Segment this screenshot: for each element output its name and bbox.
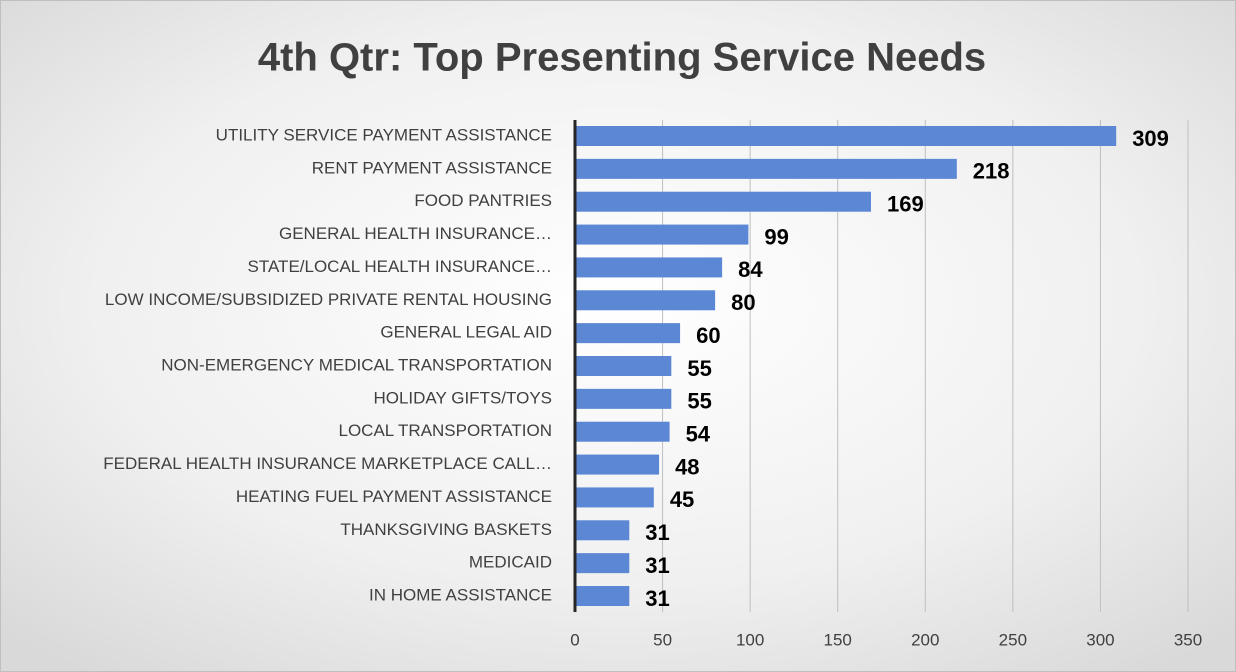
bar bbox=[575, 520, 630, 541]
bar bbox=[575, 421, 670, 442]
data-label: 31 bbox=[645, 586, 669, 611]
data-label: 55 bbox=[687, 389, 711, 414]
y-tick-label: MEDICAID bbox=[469, 553, 552, 572]
y-tick-label: IN HOME ASSISTANCE bbox=[369, 585, 552, 604]
data-label: 45 bbox=[670, 487, 694, 512]
y-tick-label: UTILITY SERVICE PAYMENT ASSISTANCE bbox=[216, 125, 552, 144]
x-tick-label: 50 bbox=[653, 630, 672, 649]
x-tick-label: 250 bbox=[999, 630, 1027, 649]
bar bbox=[575, 191, 871, 212]
y-tick-label: GENERAL LEGAL AID bbox=[380, 323, 552, 342]
data-label: 169 bbox=[887, 192, 924, 217]
data-label: 84 bbox=[738, 257, 763, 282]
data-label: 48 bbox=[675, 454, 699, 479]
y-tick-label: LOW INCOME/SUBSIDIZED PRIVATE RENTAL HOU… bbox=[105, 290, 552, 309]
bar bbox=[575, 224, 749, 245]
chart-title: 4th Qtr: Top Presenting Service Needs bbox=[258, 36, 986, 80]
data-label: 99 bbox=[764, 224, 788, 249]
data-label: 54 bbox=[686, 422, 711, 447]
y-tick-label: FOOD PANTRIES bbox=[414, 191, 552, 210]
data-label: 31 bbox=[645, 553, 669, 578]
bar bbox=[575, 586, 630, 606]
data-label: 309 bbox=[1132, 126, 1169, 151]
bar bbox=[575, 454, 660, 475]
data-label: 55 bbox=[687, 356, 711, 381]
bar bbox=[575, 323, 681, 344]
y-tick-label: STATE/LOCAL HEALTH INSURANCE… bbox=[248, 257, 552, 276]
x-tick-label: 200 bbox=[911, 630, 939, 649]
x-tick-label: 350 bbox=[1174, 630, 1202, 649]
data-label: 60 bbox=[696, 323, 720, 348]
data-label: 218 bbox=[973, 159, 1010, 184]
y-tick-label: FEDERAL HEALTH INSURANCE MARKETPLACE CAL… bbox=[103, 454, 552, 473]
y-tick-label: HOLIDAY GIFTS/TOYS bbox=[373, 388, 552, 407]
x-tick-label: 0 bbox=[570, 630, 579, 649]
bar bbox=[575, 126, 1117, 146]
bar bbox=[575, 356, 672, 376]
data-label: 80 bbox=[731, 290, 755, 315]
x-tick-label: 300 bbox=[1086, 630, 1114, 649]
x-tick-label: 150 bbox=[824, 630, 852, 649]
data-label: 31 bbox=[645, 520, 669, 545]
bar bbox=[575, 290, 716, 311]
bar bbox=[575, 257, 723, 278]
y-tick-label: RENT PAYMENT ASSISTANCE bbox=[312, 158, 552, 177]
bar bbox=[575, 487, 654, 508]
bar bbox=[575, 388, 672, 409]
x-tick-label: 100 bbox=[736, 630, 764, 649]
y-tick-label: NON-EMERGENCY MEDICAL TRANSPORTATION bbox=[161, 355, 552, 374]
y-tick-label: GENERAL HEALTH INSURANCE… bbox=[279, 224, 552, 243]
y-tick-label: LOCAL TRANSPORTATION bbox=[339, 421, 553, 440]
y-tick-label: THANKSGIVING BASKETS bbox=[340, 520, 552, 539]
bar bbox=[575, 158, 957, 179]
bar bbox=[575, 553, 630, 574]
y-tick-label: HEATING FUEL PAYMENT ASSISTANCE bbox=[236, 487, 552, 506]
